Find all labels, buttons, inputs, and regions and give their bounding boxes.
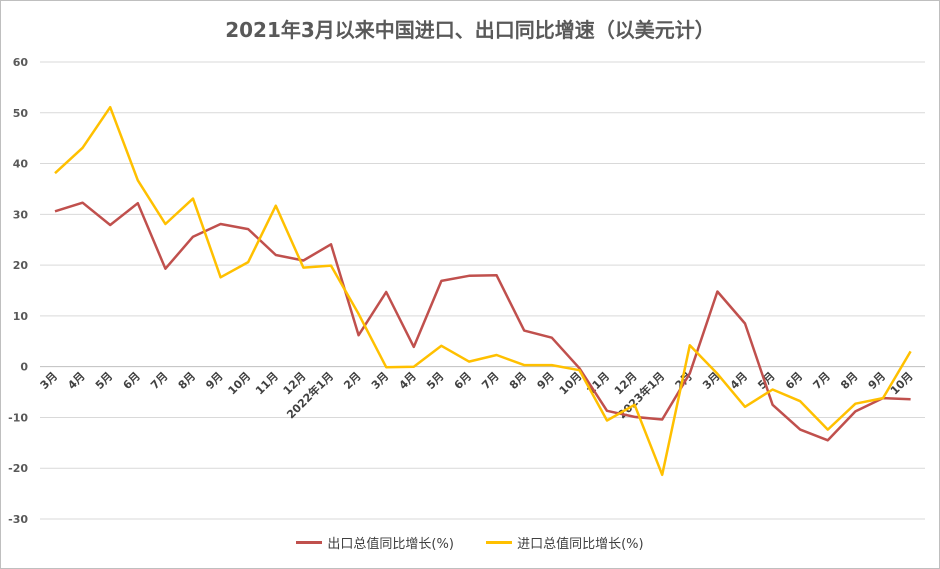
x-tick-label: 3月 [700,370,722,392]
legend-label-import: 进口总值同比增长(%) [517,537,644,552]
x-tick-label: 8月 [176,370,198,392]
legend-item-export: 出口总值同比增长(%) [296,533,454,552]
x-tick-label: 9月 [866,370,888,392]
x-tick-label: 3月 [38,370,60,392]
x-tick-label: 10月 [226,370,254,398]
y-tick-label: 10 [13,310,29,323]
y-tick-label: 40 [13,158,29,171]
chart-title: 2021年3月以来中国进口、出口同比增速（以美元计） [225,18,715,42]
chart-legend: 出口总值同比增长(%) 进口总值同比增长(%) [0,533,940,552]
x-tick-label: 4月 [397,370,419,392]
x-tick-label: 7月 [811,370,833,392]
series-line-import [54,105,912,477]
x-tick-label: 11月 [253,370,281,398]
y-tick-label: -20 [8,462,28,475]
x-tick-label: 3月 [369,370,391,392]
series-line-export [54,201,911,442]
x-tick-label: 7月 [148,370,170,392]
y-tick-label: 60 [13,56,29,69]
y-tick-label: -30 [8,513,28,526]
y-tick-label: 0 [20,361,28,374]
x-tick-label: 5月 [93,370,115,392]
x-tick-label: 9月 [535,370,557,392]
x-tick-label: 6月 [452,370,474,392]
x-tick-label: 5月 [424,370,446,392]
y-tick-label: 20 [13,259,29,272]
x-tick-label: 8月 [507,370,529,392]
y-tick-label: -10 [8,411,28,424]
x-tick-label: 4月 [65,370,87,392]
x-tick-label: 6月 [121,370,143,392]
x-tick-label: 6月 [783,370,805,392]
x-tick-label: 9月 [203,370,225,392]
x-tick-label: 8月 [838,370,860,392]
legend-swatch-import [486,541,513,544]
legend-item-import: 进口总值同比增长(%) [486,533,644,552]
legend-label-export: 出口总值同比增长(%) [327,537,454,552]
y-tick-label: 50 [13,107,29,120]
x-tick-label: 2月 [341,370,363,392]
y-tick-label: 30 [13,208,29,221]
x-tick-label: 7月 [479,370,501,392]
legend-swatch-export [296,541,323,544]
